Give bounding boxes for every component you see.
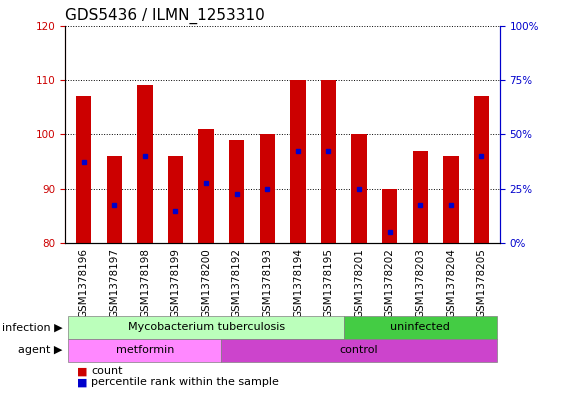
Bar	[107, 156, 122, 243]
Text: uninfected: uninfected	[390, 322, 450, 332]
Bar	[474, 96, 489, 243]
Bar	[443, 156, 458, 243]
Bar	[344, 316, 497, 339]
Text: metformin: metformin	[116, 345, 174, 355]
Text: count: count	[91, 366, 122, 376]
Bar	[222, 339, 497, 362]
Text: Mycobacterium tuberculosis: Mycobacterium tuberculosis	[128, 322, 285, 332]
Bar	[382, 189, 398, 243]
Text: agent ▶: agent ▶	[18, 345, 62, 355]
Bar	[321, 80, 336, 243]
Bar	[68, 316, 344, 339]
Bar	[412, 151, 428, 243]
Bar	[229, 140, 244, 243]
Bar	[198, 129, 214, 243]
Text: ■: ■	[77, 366, 87, 376]
Text: ■: ■	[77, 377, 87, 387]
Text: GDS5436 / ILMN_1253310: GDS5436 / ILMN_1253310	[65, 8, 265, 24]
Bar	[137, 85, 153, 243]
Bar	[352, 134, 367, 243]
Bar	[68, 339, 222, 362]
Bar	[76, 96, 91, 243]
Text: control: control	[340, 345, 378, 355]
Bar	[260, 134, 275, 243]
Bar	[168, 156, 183, 243]
Bar	[290, 80, 306, 243]
Text: percentile rank within the sample: percentile rank within the sample	[91, 377, 279, 387]
Text: infection ▶: infection ▶	[2, 322, 62, 332]
